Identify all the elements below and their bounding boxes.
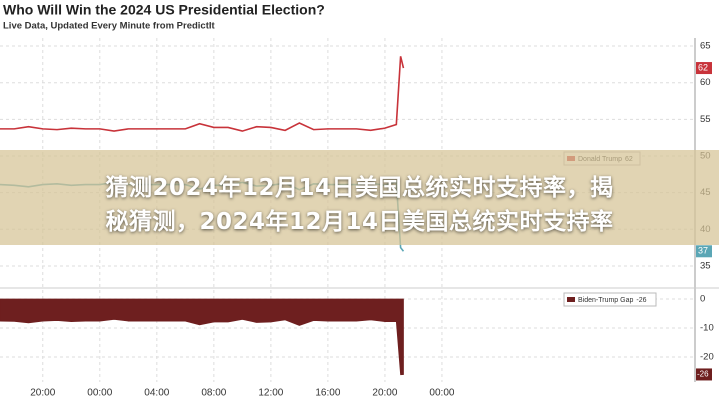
y-tick-label: 55: [700, 114, 711, 125]
value-box: [696, 368, 712, 381]
legend-swatch: [567, 297, 575, 302]
value-label: 37: [698, 246, 708, 256]
y-tick-label: -20: [700, 352, 714, 363]
gap-area: [0, 298, 404, 376]
y-tick-label: 35: [700, 260, 711, 271]
banner-text: 秘猜测，2024年12月14日美国总统实时支持率: [105, 209, 614, 235]
value-box: [696, 62, 712, 75]
x-tick-label: 20:00: [372, 388, 397, 399]
series-line: [0, 56, 405, 132]
legend-name: Biden-Trump Gap: [578, 297, 633, 304]
legend-box: [563, 292, 657, 307]
banner: 猜测2024年12月14日美国总统实时支持率，揭 秘猜测，2024年12月14日…: [0, 150, 719, 245]
value-label: 62: [698, 62, 708, 72]
legend-label: Biden-Trump Gap -26: [578, 297, 647, 304]
x-tick-label: 04:00: [144, 388, 169, 399]
x-tick-label: 16:00: [315, 388, 340, 399]
x-tick-label: 12:00: [258, 388, 283, 399]
chart-title: Who Will Win the 2024 US Presidential El…: [3, 2, 325, 18]
x-tick-label: 20:00: [30, 388, 55, 399]
x-tick-label: 00:00: [87, 388, 112, 399]
value-box: [696, 245, 712, 258]
value-label: -26: [697, 370, 709, 379]
y-tick-label: 0: [700, 294, 705, 305]
y-tick-label: -10: [700, 323, 714, 334]
legend-value: -26: [636, 297, 646, 304]
banner-text: 猜测2024年12月14日美国总统实时支持率，揭: [105, 175, 614, 201]
chart-subtitle: Live Data, Updated Every Minute from Pre…: [3, 21, 216, 32]
y-tick-label: 65: [700, 41, 711, 52]
x-tick-label: 00:00: [429, 388, 454, 399]
y-tick-label: 60: [700, 77, 711, 88]
x-tick-label: 08:00: [201, 388, 226, 399]
